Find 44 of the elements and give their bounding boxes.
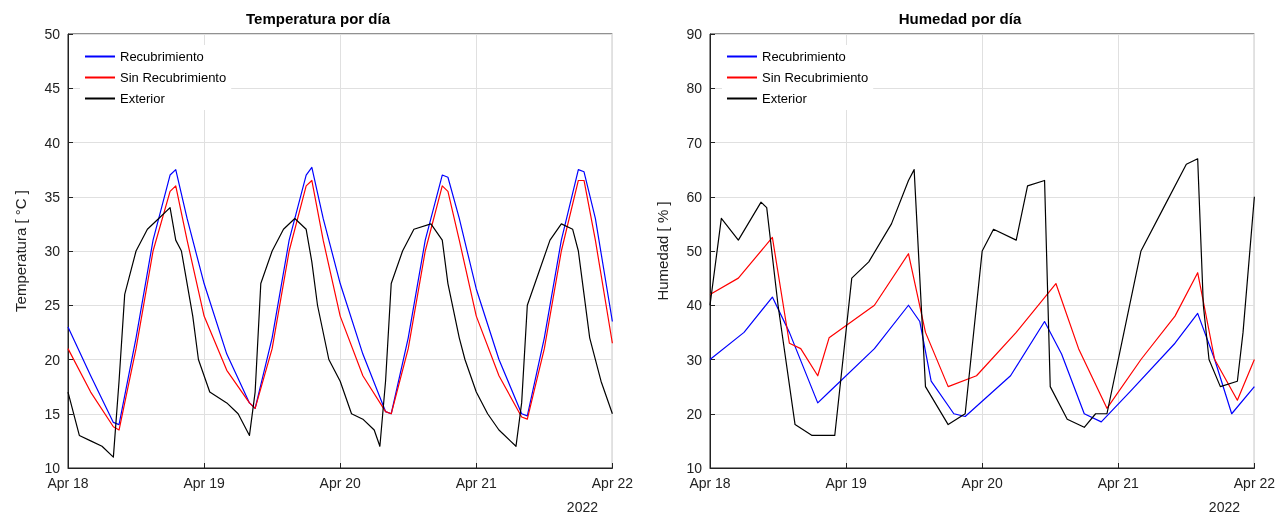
x-tick-label: Apr 20 [319,475,362,491]
x-tick-label: Apr 21 [455,475,498,491]
line-series [709,158,1255,437]
line-series [67,207,613,458]
y-axis-title: Temperatura [ °C ] [12,190,29,312]
y-tick-label: 20 [686,405,703,422]
y-tick-label: 30 [44,243,61,259]
x-tick-label: Apr 18 [47,475,89,491]
text: 2022 [566,499,599,515]
legend-label: Sin Recubrimiento [120,70,227,85]
y-axis-title: Humedad [ % ] [654,201,671,301]
y-tick-label: 50 [44,26,61,42]
chart-title: Humedad por día [898,10,1022,27]
x-tick-label: Apr 21 [1097,475,1140,491]
y-tick-label: 35 [44,188,61,205]
x-tick-label: Apr 22 [1233,475,1276,491]
legend-label: Exterior [120,91,166,106]
line-series [709,296,1255,423]
y-tick-label: 70 [686,134,703,151]
legend-label: Exterior [762,91,808,106]
y-tick-label: 80 [686,80,703,97]
y-tick-label: 45 [44,80,61,97]
x-tick-label: Apr 22 [591,475,634,491]
legend-label: Recubrimiento [120,49,204,64]
y-tick-label: 20 [44,351,61,368]
legend-label: Sin Recubrimiento [762,70,869,85]
y-tick-label: 10 [686,460,703,476]
y-tick-label: 50 [686,243,703,259]
line-series [709,236,1255,409]
legend-label: Recubrimiento [762,49,846,64]
x-tick-label: Apr 19 [183,475,225,491]
y-tick-label: 40 [44,134,61,151]
x-tick-label: Apr 19 [825,475,867,491]
text: 2022 [1208,499,1241,515]
y-tick-label: 25 [44,297,61,314]
y-tick-label: 60 [686,188,703,205]
y-tick-label: 40 [686,297,703,314]
y-tick-label: 30 [686,351,703,368]
y-tick-label: 90 [686,26,703,42]
chart-title: Temperatura por día [246,10,391,27]
y-tick-label: 10 [44,460,61,476]
x-tick-label: Apr 18 [689,475,731,491]
x-tick-label: Apr 20 [961,475,1004,491]
y-tick-label: 15 [44,405,61,422]
